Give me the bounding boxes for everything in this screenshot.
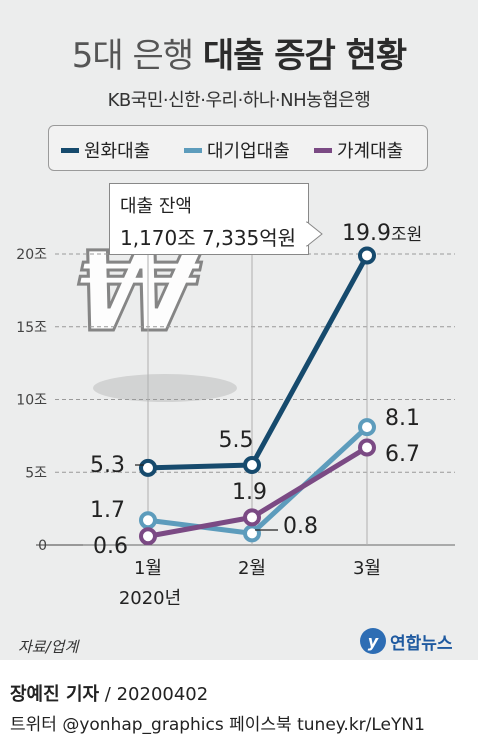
y-axis-ticks: 0 5조 10조 15조 20조 <box>16 247 47 554</box>
title-light: 5대 은행 <box>71 36 194 76</box>
byline-name: 장예진 기자 <box>10 684 100 705</box>
data-label: 8.1 <box>385 406 420 431</box>
line-chart: ₩ 0 5조 10조 15조 20조 1월 2월 3월 2020년 5.3 5.5 19.9조원 1… <box>16 221 455 609</box>
data-label: 6.7 <box>385 442 420 467</box>
yonhap-logo-text: 연합뉴스 <box>390 633 453 654</box>
data-label: 1.9 <box>232 480 267 505</box>
y-tick-label: 10조 <box>16 393 47 409</box>
chart-subtitle: KB국민·신한·우리·하나·NH농협은행 <box>107 90 371 111</box>
data-label-unit: 조원 <box>391 225 422 245</box>
x-tick-label: 2월 <box>238 558 266 579</box>
data-label: 0.6 <box>93 534 128 559</box>
data-label: 1.7 <box>90 498 125 523</box>
legend-swatch-corp <box>184 147 202 153</box>
yonhap-logo-icon: y <box>360 628 386 654</box>
data-point <box>243 524 261 543</box>
data-point <box>358 246 376 265</box>
data-label: 19.9조원 <box>342 221 422 246</box>
callout-title: 대출 잔액 <box>120 196 192 217</box>
legend: 원화대출 대기업대출 가계대출 <box>48 125 428 171</box>
data-point <box>139 511 157 530</box>
callout-value: 1,170조 7,335억원 <box>120 226 297 250</box>
byline: 장예진 기자 / 20200402 <box>10 680 208 706</box>
won-sign-illustration: ₩ <box>60 228 237 402</box>
x-tick-label: 3월 <box>353 558 381 579</box>
data-point <box>243 455 261 474</box>
data-point <box>358 418 376 437</box>
series-points <box>139 246 376 546</box>
y-tick-label: 20조 <box>16 247 47 263</box>
legend-label-house: 가계대출 <box>337 141 404 162</box>
legend-swatch-won <box>61 147 79 153</box>
legend-label-corp: 대기업대출 <box>207 141 290 162</box>
data-point <box>139 458 157 477</box>
social-line: 트위터 @yonhap_graphics 페이스북 tuney.kr/LeYN1 <box>10 715 425 735</box>
byline-date: / 20200402 <box>99 684 209 705</box>
data-point <box>358 438 376 457</box>
x-tick-label: 1월 <box>134 558 162 579</box>
legend-item-won: 원화대출 <box>61 137 150 163</box>
data-point <box>139 527 157 546</box>
x-axis-labels: 1월 2월 3월 2020년 <box>119 558 381 609</box>
data-label: 5.5 <box>219 428 254 453</box>
yonhap-logo: y 연합뉴스 <box>360 628 453 654</box>
chart-title: 5대 은행 대출 증감 현황 <box>0 28 478 77</box>
data-label: 0.8 <box>283 514 318 539</box>
x-year-label: 2020년 <box>119 588 181 609</box>
balance-callout: 대출 잔액 1,170조 7,335억원 <box>109 183 309 255</box>
source-note: 자료/업계 <box>18 638 79 656</box>
y-tick-label: 15조 <box>16 320 47 336</box>
data-label: 5.3 <box>90 453 125 478</box>
y-tick-label: 5조 <box>25 465 47 481</box>
data-point <box>243 508 261 527</box>
data-labels: 5.3 5.5 19.9조원 1.7 0.8 8.1 0.6 1.9 6.7 <box>36 221 422 559</box>
legend-label-won: 원화대출 <box>84 141 151 162</box>
legend-item-corp: 대기업대출 <box>184 137 290 163</box>
legend-swatch-house <box>314 147 332 153</box>
legend-item-house: 가계대출 <box>314 137 403 163</box>
infographic-card <box>0 0 478 660</box>
y-tick-label: 0 <box>38 538 47 554</box>
title-bold: 대출 증감 현황 <box>202 36 407 76</box>
